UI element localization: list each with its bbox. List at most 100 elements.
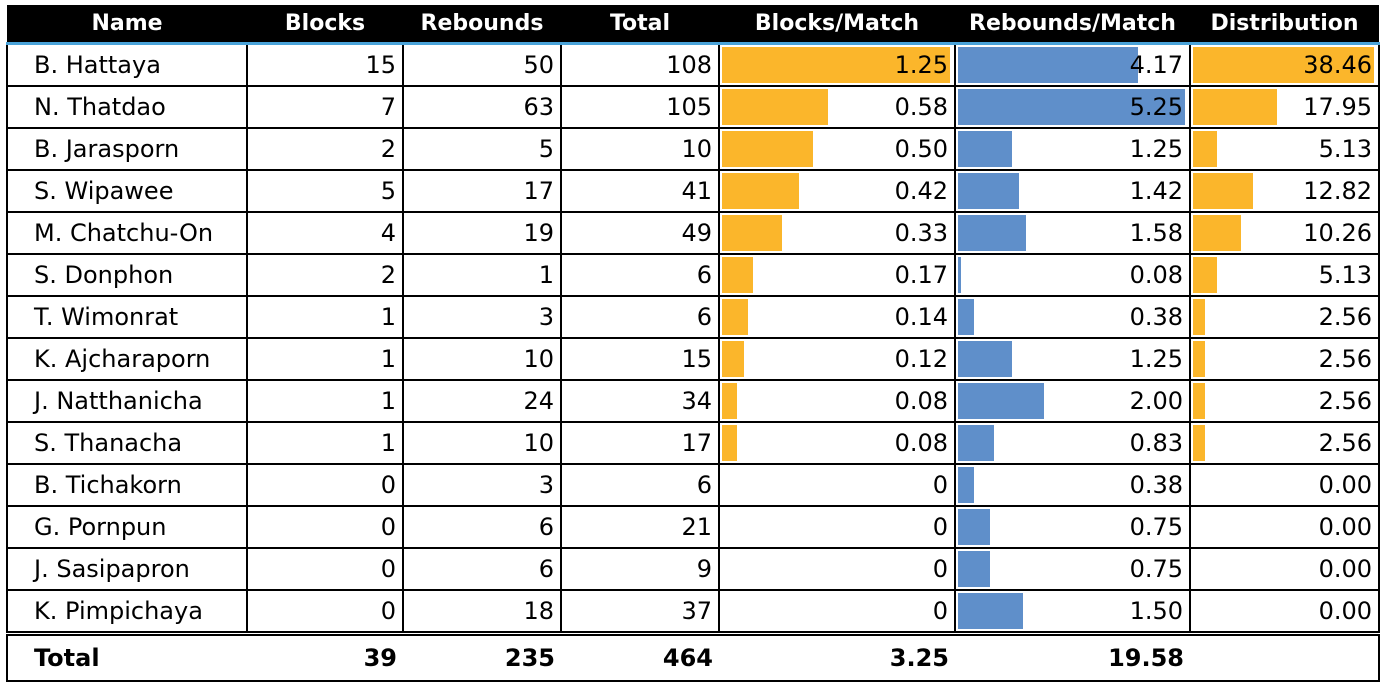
- rebounds-per-match-cell-bar: [958, 131, 1012, 167]
- distribution-cell: 12.82: [1189, 169, 1380, 213]
- total-cell: 6: [560, 253, 720, 297]
- header-rebounds-per-match[interactable]: Rebounds/Match: [955, 5, 1190, 44]
- distribution-cell: 10.26: [1189, 211, 1380, 255]
- blocks-per-match-cell-bar: [722, 173, 799, 209]
- rebounds-per-match-cell-bar: [958, 509, 990, 545]
- total-cell: 49: [560, 211, 720, 255]
- rebounds-cell: 1: [402, 253, 562, 297]
- rebounds-per-match-cell: 0.83: [954, 421, 1191, 465]
- total-cell: 37: [560, 589, 720, 635]
- table-row: B. Hattaya 15 50 108 1.25 4.17 38.46: [6, 42, 1380, 87]
- rebounds-per-match-cell-value: 0.75: [1129, 513, 1183, 541]
- distribution-cell-bar: [1193, 89, 1277, 125]
- rebounds-cell: 50: [402, 42, 562, 87]
- distribution-cell-bar: [1193, 299, 1205, 335]
- rebounds-per-match-cell-value: 5.25: [1129, 93, 1183, 121]
- table-row: M. Chatchu-On 4 19 49 0.33 1.58 10.26: [6, 211, 1380, 255]
- distribution-cell-bar: [1193, 425, 1205, 461]
- blocks-cell: 0: [246, 547, 404, 591]
- header-total[interactable]: Total: [561, 5, 719, 44]
- rebounds-per-match-cell: 1.25: [954, 127, 1191, 171]
- player-name-cell: J. Sasipapron: [6, 547, 248, 591]
- blocks-per-match-cell-bar: [722, 257, 753, 293]
- rebounds-per-match-cell-bar: [958, 467, 974, 503]
- blocks-cell: 5: [246, 169, 404, 213]
- blocks-per-match-cell-value: 0.08: [894, 429, 948, 457]
- rebounds-per-match-cell-value: 0.38: [1129, 303, 1183, 331]
- rebounds-cell: 63: [402, 85, 562, 129]
- blocks-per-match-cell-value: 0: [932, 597, 948, 625]
- rebounds-cell: 10: [402, 421, 562, 465]
- header-rebounds[interactable]: Rebounds: [403, 5, 561, 44]
- rebounds-per-match-cell-bar: [958, 257, 961, 293]
- total-cell: 17: [560, 421, 720, 465]
- rebounds-per-match-cell-value: 1.58: [1129, 219, 1183, 247]
- rebounds-cell: 6: [402, 547, 562, 591]
- blocks-per-match-cell: 0.58: [718, 85, 956, 129]
- blocks-per-match-cell-bar: [722, 341, 744, 377]
- rebounds-per-match-cell: 5.25: [954, 85, 1191, 129]
- distribution-cell-bar: [1193, 215, 1241, 251]
- table-row: S. Donphon 2 1 6 0.17 0.08 5.13: [6, 253, 1380, 297]
- blocks-per-match-cell: 0.14: [718, 295, 956, 339]
- blocks-per-match-cell-value: 0.42: [894, 177, 948, 205]
- table-row: B. Tichakorn 0 3 6 0 0.38 0.00: [6, 463, 1380, 507]
- distribution-cell: 38.46: [1189, 42, 1380, 87]
- total-cell: 108: [560, 42, 720, 87]
- rebounds-per-match-cell: 4.17: [954, 42, 1191, 87]
- blocks-per-match-cell-bar: [722, 47, 950, 83]
- totals-blocks: 39: [247, 631, 403, 682]
- rebounds-per-match-cell-value: 0.83: [1129, 429, 1183, 457]
- total-cell: 9: [560, 547, 720, 591]
- distribution-cell-value: 17.95: [1303, 93, 1372, 121]
- rebounds-per-match-cell-value: 1.25: [1129, 345, 1183, 373]
- distribution-cell: 5.13: [1189, 253, 1380, 297]
- rebounds-cell: 10: [402, 337, 562, 381]
- distribution-cell: 0.00: [1189, 505, 1380, 549]
- blocks-per-match-cell-bar: [722, 299, 748, 335]
- rebounds-per-match-cell-value: 0.75: [1129, 555, 1183, 583]
- blocks-cell: 4: [246, 211, 404, 255]
- rebounds-per-match-cell-bar: [958, 551, 990, 587]
- distribution-cell: 2.56: [1189, 295, 1380, 339]
- blocks-per-match-cell: 0.08: [718, 379, 956, 423]
- totals-label: Total: [6, 631, 247, 682]
- blocks-per-match-cell: 1.25: [718, 42, 956, 87]
- blocks-per-match-cell-value: 0.50: [894, 135, 948, 163]
- table-footer: Total 39 235 464 3.25 19.58: [6, 631, 1380, 682]
- rebounds-cell: 17: [402, 169, 562, 213]
- rebounds-per-match-cell-bar: [958, 89, 1185, 125]
- blocks-per-match-cell-value: 0.58: [894, 93, 948, 121]
- player-name-cell: S. Thanacha: [6, 421, 248, 465]
- table-row: K. Ajcharaporn 1 10 15 0.12 1.25 2.56: [6, 337, 1380, 381]
- player-name-cell: B. Hattaya: [6, 42, 248, 87]
- total-cell: 15: [560, 337, 720, 381]
- distribution-cell-value: 10.26: [1303, 219, 1372, 247]
- stats-table-container: Name Blocks Rebounds Total Blocks/Match …: [6, 5, 1380, 682]
- blocks-cell: 0: [246, 589, 404, 635]
- header-name[interactable]: Name: [7, 5, 247, 44]
- blocks-per-match-cell: 0.50: [718, 127, 956, 171]
- distribution-cell-bar: [1193, 341, 1205, 377]
- rebounds-per-match-cell-bar: [958, 299, 974, 335]
- blocks-per-match-cell: 0.08: [718, 421, 956, 465]
- blocks-cell: 0: [246, 463, 404, 507]
- distribution-cell-value: 0.00: [1318, 555, 1372, 583]
- rebounds-per-match-cell-value: 1.42: [1129, 177, 1183, 205]
- header-distribution[interactable]: Distribution: [1190, 5, 1379, 44]
- rebounds-per-match-cell-value: 1.25: [1129, 135, 1183, 163]
- rebounds-cell: 24: [402, 379, 562, 423]
- rebounds-cell: 18: [402, 589, 562, 635]
- rebounds-cell: 19: [402, 211, 562, 255]
- blocks-cell: 15: [246, 42, 404, 87]
- table-body: B. Hattaya 15 50 108 1.25 4.17 38.46 N. Thatdao…: [6, 42, 1380, 635]
- player-name-cell: T. Wimonrat: [6, 295, 248, 339]
- table-row: G. Pornpun 0 6 21 0 0.75 0.00: [6, 505, 1380, 549]
- distribution-cell-value: 0.00: [1318, 513, 1372, 541]
- distribution-cell-value: 0.00: [1318, 471, 1372, 499]
- rebounds-per-match-cell: 1.25: [954, 337, 1191, 381]
- blocks-cell: 1: [246, 379, 404, 423]
- header-blocks[interactable]: Blocks: [247, 5, 403, 44]
- rebounds-per-match-cell-bar: [958, 425, 994, 461]
- header-blocks-per-match[interactable]: Blocks/Match: [719, 5, 955, 44]
